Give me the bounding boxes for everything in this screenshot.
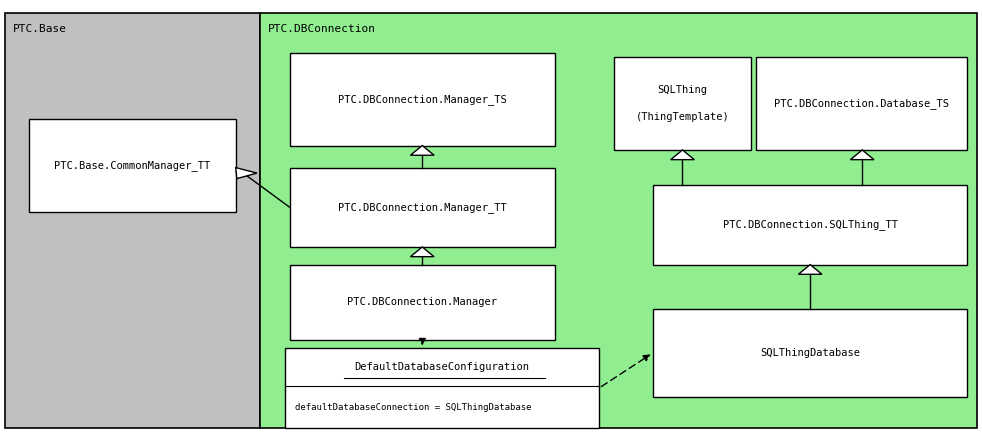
Text: PTC.DBConnection.Manager_TS: PTC.DBConnection.Manager_TS — [338, 94, 507, 105]
FancyBboxPatch shape — [653, 309, 967, 397]
Text: (ThingTemplate): (ThingTemplate) — [635, 112, 730, 122]
Polygon shape — [671, 150, 694, 160]
Text: PTC.DBConnection.SQLThing_TT: PTC.DBConnection.SQLThing_TT — [723, 220, 898, 230]
Polygon shape — [798, 265, 822, 274]
Text: defaultDatabaseConnection = SQLThingDatabase: defaultDatabaseConnection = SQLThingData… — [295, 403, 531, 411]
FancyBboxPatch shape — [290, 265, 555, 340]
Polygon shape — [850, 150, 874, 160]
Text: SQLThingDatabase: SQLThingDatabase — [760, 348, 860, 358]
Text: PTC.DBConnection.Manager_TT: PTC.DBConnection.Manager_TT — [338, 202, 507, 213]
Text: PTC.DBConnection: PTC.DBConnection — [268, 24, 376, 34]
FancyBboxPatch shape — [29, 119, 236, 212]
FancyBboxPatch shape — [614, 57, 751, 150]
FancyBboxPatch shape — [756, 57, 967, 150]
Text: PTC.Base: PTC.Base — [13, 24, 67, 34]
FancyBboxPatch shape — [285, 348, 599, 428]
Text: PTC.DBConnection.Manager: PTC.DBConnection.Manager — [348, 297, 497, 307]
FancyBboxPatch shape — [260, 13, 977, 428]
FancyBboxPatch shape — [290, 168, 555, 247]
FancyBboxPatch shape — [5, 13, 260, 428]
Polygon shape — [236, 168, 257, 179]
Polygon shape — [410, 247, 434, 257]
Text: SQLThing: SQLThing — [658, 86, 707, 95]
FancyBboxPatch shape — [653, 185, 967, 265]
FancyBboxPatch shape — [290, 53, 555, 146]
Text: PTC.Base.CommonManager_TT: PTC.Base.CommonManager_TT — [54, 160, 211, 171]
Text: PTC.DBConnection.Database_TS: PTC.DBConnection.Database_TS — [774, 98, 950, 109]
Polygon shape — [410, 146, 434, 155]
Text: DefaultDatabaseConfiguration: DefaultDatabaseConfiguration — [355, 363, 529, 373]
